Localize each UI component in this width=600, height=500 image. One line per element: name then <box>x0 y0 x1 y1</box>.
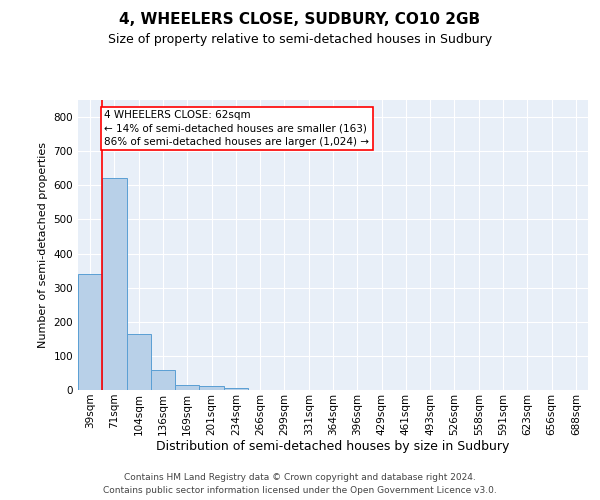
Text: 4, WHEELERS CLOSE, SUDBURY, CO10 2GB: 4, WHEELERS CLOSE, SUDBURY, CO10 2GB <box>119 12 481 28</box>
Text: 4 WHEELERS CLOSE: 62sqm
← 14% of semi-detached houses are smaller (163)
86% of s: 4 WHEELERS CLOSE: 62sqm ← 14% of semi-de… <box>104 110 369 146</box>
Text: Size of property relative to semi-detached houses in Sudbury: Size of property relative to semi-detach… <box>108 32 492 46</box>
Bar <box>199 386 224 390</box>
Bar <box>102 178 127 390</box>
Y-axis label: Number of semi-detached properties: Number of semi-detached properties <box>38 142 48 348</box>
Bar <box>151 370 175 390</box>
Bar <box>78 274 102 390</box>
Bar <box>224 388 248 390</box>
X-axis label: Distribution of semi-detached houses by size in Sudbury: Distribution of semi-detached houses by … <box>157 440 509 454</box>
Bar <box>127 334 151 390</box>
Bar <box>175 385 199 390</box>
Text: Contains HM Land Registry data © Crown copyright and database right 2024.
Contai: Contains HM Land Registry data © Crown c… <box>103 474 497 495</box>
